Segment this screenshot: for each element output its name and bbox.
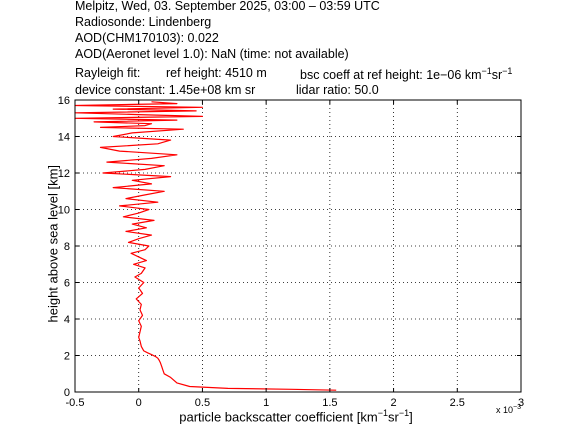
x-axis-label-exp2: −1	[398, 408, 410, 418]
x-axis-label-mid: sr	[387, 409, 399, 425]
x-tick-label: 0	[136, 397, 142, 409]
aod-aeronet-line: AOD(Aeronet level 1.0): NaN (time: not a…	[75, 47, 349, 61]
x-axis-label-suffix: ]	[409, 409, 413, 425]
aod-chm-line: AOD(CHM170103): 0.022	[75, 31, 219, 45]
y-axis-label: height above sea level [km]	[45, 164, 61, 323]
x-axis-multiplier-base: x 10	[496, 405, 514, 415]
x-axis-multiplier: x 10−3	[496, 404, 521, 415]
bsc-coeff-text: bsc coeff at ref height: 1e−06 km−1sr−1	[300, 66, 512, 82]
x-tick-label: 1	[263, 397, 269, 409]
x-tick-label: 0.5	[195, 397, 210, 409]
radiosonde-line: Radiosonde: Lindenberg	[75, 15, 212, 29]
bsc-unit-sr: sr	[491, 68, 503, 83]
x-tick-label: 3	[518, 397, 524, 409]
rayleigh-fit-label: Rayleigh fit:	[75, 66, 141, 80]
device-constant-text: device constant: 1.45e+08 km sr	[75, 83, 256, 97]
x-axis-label-exp1: −1	[377, 408, 388, 418]
y-tick-label: 12	[58, 168, 70, 180]
y-tick-label: 0	[64, 387, 70, 399]
backscatter-profile-line	[74, 101, 337, 391]
bsc-coeff-prefix: bsc coeff at ref height: 1e−06 km	[300, 68, 482, 83]
y-tick-label: 14	[58, 132, 70, 144]
x-axis-label-prefix: particle backscatter coefficient [km	[179, 409, 378, 425]
x-tick-label: 1.5	[322, 397, 337, 409]
ref-height-text: ref height: 4510 m	[166, 66, 267, 80]
y-tick-label: 16	[58, 95, 70, 107]
y-tick-label: 10	[58, 205, 70, 217]
grid-lines	[75, 100, 521, 392]
lidar-ratio-text: lidar ratio: 50.0	[296, 83, 379, 97]
x-tick-label: 2	[391, 397, 397, 409]
y-tick-label: 2	[64, 351, 70, 363]
x-tick-label: -0.5	[66, 397, 85, 409]
bsc-unit-exp2: −1	[502, 66, 513, 76]
x-axis-label: particle backscatter coefficient [km−1sr…	[70, 408, 522, 424]
x-tick-label: 2.5	[450, 397, 465, 409]
title-line: Melpitz, Wed, 03. September 2025, 03:00 …	[75, 0, 380, 13]
plot-area	[74, 101, 337, 391]
bsc-unit-exp1: −1	[481, 66, 492, 76]
y-tick-label: 6	[64, 278, 70, 290]
y-tick-label: 8	[64, 241, 70, 253]
x-axis-multiplier-exp: −3	[513, 404, 521, 411]
y-tick-label: 4	[64, 314, 70, 326]
